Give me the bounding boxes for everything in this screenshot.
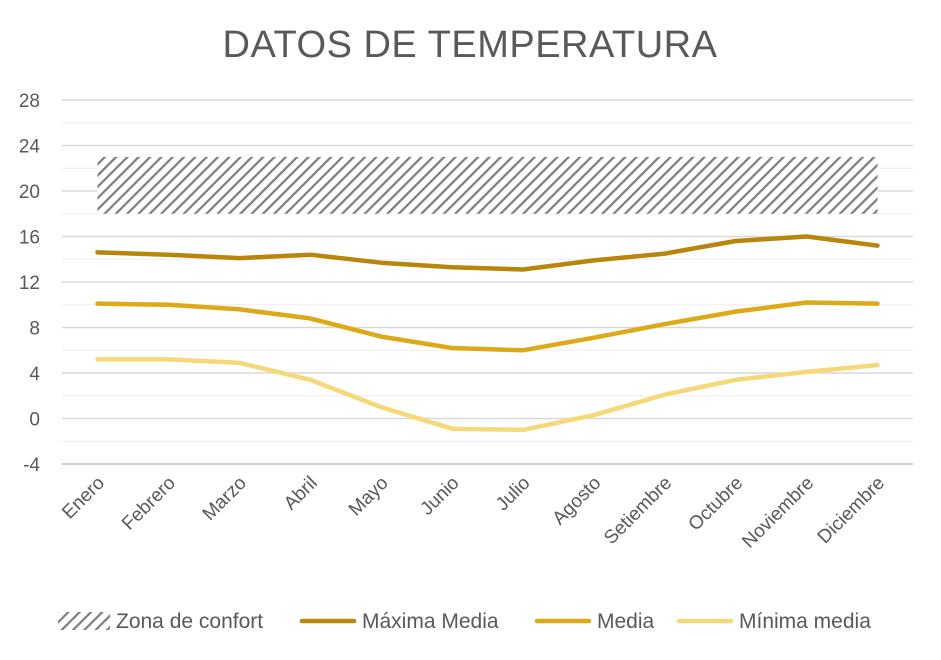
x-tick-label: Noviembre bbox=[738, 473, 818, 553]
comfort-zone-band bbox=[97, 156, 878, 214]
series-line-1 bbox=[95, 300, 880, 353]
y-tick-label: 8 bbox=[29, 319, 40, 340]
x-tick-label: Julio bbox=[492, 473, 534, 515]
y-tick-label: 16 bbox=[19, 228, 40, 249]
comfort-zone-band-layer bbox=[97, 156, 878, 214]
legend-label: Mínima media bbox=[739, 610, 871, 633]
legend-label: Zona de confort bbox=[116, 610, 263, 633]
y-tick-label: 28 bbox=[19, 91, 40, 112]
x-tick-label: Diciembre bbox=[814, 473, 889, 548]
x-tick-label: Junio bbox=[417, 473, 464, 520]
y-tick-label: 4 bbox=[29, 364, 40, 385]
series-line-2 bbox=[95, 357, 880, 433]
y-axis-ticks: 28 24 20 16 12 8 4 0 -4 bbox=[19, 91, 41, 476]
x-tick-label: Octubre bbox=[685, 473, 748, 536]
x-tick-label: Setiembre bbox=[600, 473, 676, 549]
series-lines bbox=[95, 234, 880, 433]
y-tick-label: 24 bbox=[19, 137, 41, 158]
legend: Zona de confort Máxima Media Media Mínima m… bbox=[58, 610, 871, 633]
legend-label: Media bbox=[597, 610, 655, 633]
x-tick-label: Abril bbox=[280, 473, 322, 515]
series-line-0 bbox=[95, 234, 880, 272]
legend-label: Máxima Media bbox=[362, 610, 499, 633]
x-tick-label: Enero bbox=[58, 473, 109, 524]
y-tick-label: 0 bbox=[29, 410, 40, 431]
x-tick-label: Febrero bbox=[118, 473, 180, 535]
y-tick-label: 20 bbox=[19, 182, 40, 203]
x-tick-label: Agosto bbox=[549, 473, 606, 530]
x-axis-ticks: Enero Febrero Marzo Abril Mayo Junio Julio Agos… bbox=[58, 473, 889, 553]
grid-lines bbox=[62, 99, 913, 465]
chart-title: DATOS DE TEMPERATURA bbox=[223, 24, 718, 66]
y-tick-label: 12 bbox=[19, 273, 40, 294]
x-tick-label: Marzo bbox=[199, 473, 251, 525]
legend-swatch-hatched bbox=[58, 612, 110, 630]
y-tick-label: -4 bbox=[23, 455, 40, 476]
x-tick-label: Mayo bbox=[345, 473, 393, 521]
